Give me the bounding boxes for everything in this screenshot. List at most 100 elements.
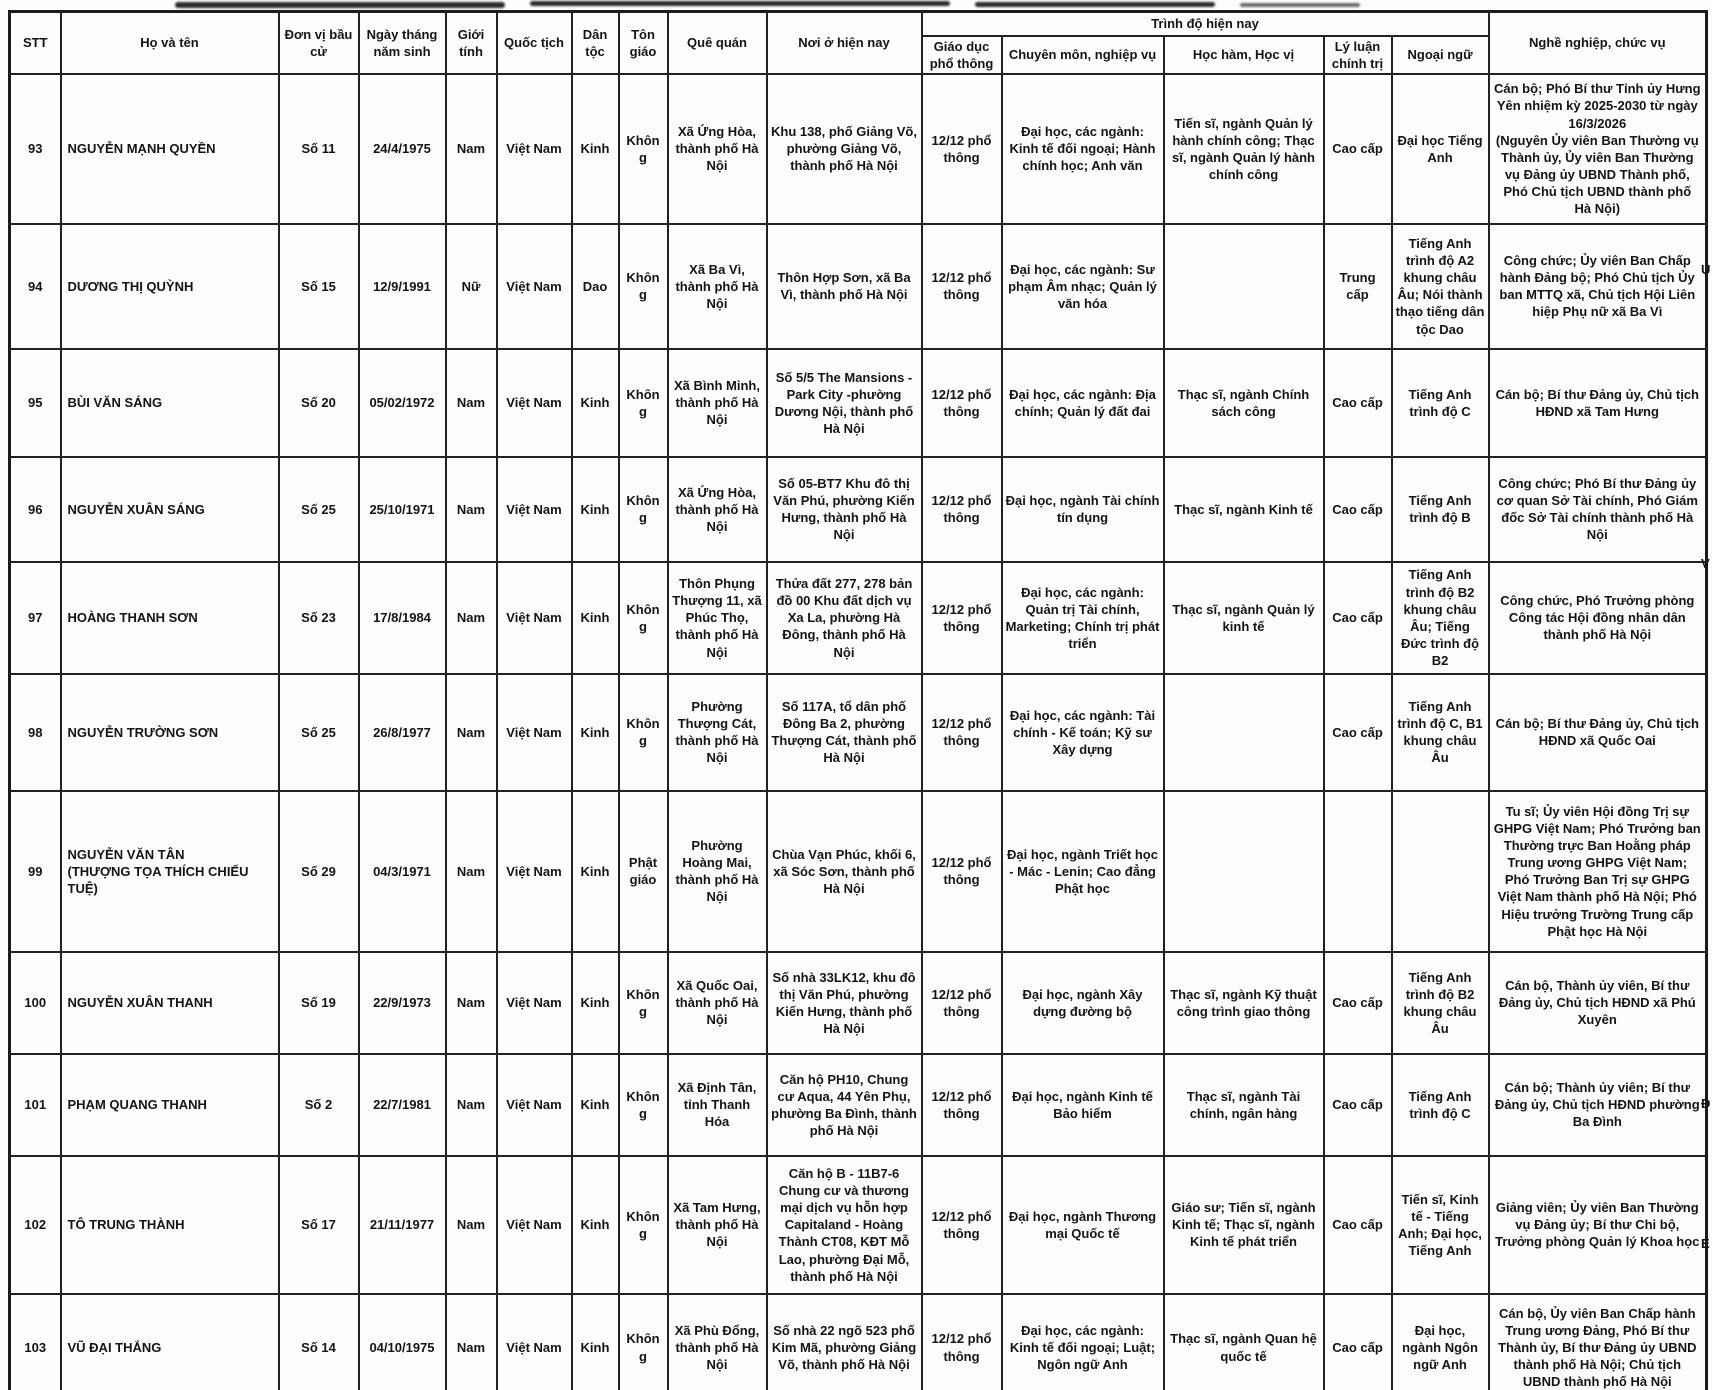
language-cell: Tiếng Anh trình độ B [1390,455,1490,563]
col-header-residence: Nơi ở hiện nay [765,10,923,75]
specialty-cell: Đại học, các ngành: Tài chính - Kế toán;… [1000,672,1165,792]
hometown-cell: Xã Quốc Oai, thành phố Hà Nội [666,950,768,1055]
unit-cell: Số 2 [277,1052,360,1157]
col-header-specialty: Chuyên môn, nghiệp vụ [1000,34,1165,75]
language-cell: Tiến sĩ, Kinh tế - Tiếng Anh; Đại học, T… [1390,1154,1490,1295]
specialty-cell: Đại học, các ngành: Địa chính; Quản lý đ… [1000,347,1165,458]
ethnicity-cell: Kinh [570,950,620,1055]
unit-cell: Số 11 [277,72,360,225]
table-row: 102 TÔ TRUNG THÀNH Số 17 21/11/1977 Nam Việt … [8,1154,1708,1295]
edge-text-fragment: V [1701,556,1710,571]
education-cell: 12/12 phổ thông [920,950,1003,1055]
unit-cell: Số 15 [277,222,360,350]
table-row: 98 NGUYỄN TRƯỜNG SƠN Số 25 26/8/1977 Nam Việt… [8,672,1708,792]
education-cell: 12/12 phổ thông [920,1052,1003,1157]
occupation-cell: Công chức; Phó Bí thư Đảng ủy cơ quan Sở… [1487,455,1708,563]
nationality-cell: Việt Nam [495,1154,573,1295]
occupation-cell: Cán bộ, Ủy viên Ban Chấp hành Trung ương… [1487,1292,1708,1390]
gender-cell: Nam [444,789,498,953]
scan-artifact [175,2,505,8]
education-cell: 12/12 phổ thông [920,222,1003,350]
religion-cell: Không [617,1292,669,1390]
residence-cell: Chùa Vạn Phúc, khối 6, xã Sóc Sơn, thành… [765,789,923,953]
col-header-unit: Đơn vị bầu cử [277,10,360,75]
col-header-ethnicity: Dân tộc [570,10,620,75]
gender-cell: Nam [444,560,498,675]
col-header-hometown: Quê quán [666,10,768,75]
hometown-cell: Xã Ứng Hòa, thành phố Hà Nội [666,455,768,563]
stt-cell: 99 [8,789,62,953]
col-header-stt: STT [8,10,62,75]
specialty-cell: Đại học, ngành Thương mại Quốc tế [1000,1154,1165,1295]
gender-cell: Nam [444,1154,498,1295]
unit-cell: Số 25 [277,455,360,563]
ethnicity-cell: Kinh [570,1292,620,1390]
gender-cell: Nam [444,347,498,458]
hometown-cell: Xã Ba Vì, thành phố Hà Nội [666,222,768,350]
politics-cell: Cao cấp [1322,672,1393,792]
unit-cell: Số 20 [277,347,360,458]
stt-cell: 94 [8,222,62,350]
religion-cell: Không [617,222,669,350]
ethnicity-cell: Kinh [570,789,620,953]
degree-cell [1162,222,1325,350]
education-cell: 12/12 phổ thông [920,72,1003,225]
table-header: STT Họ và tên Đơn vị bầu cử Ngày tháng n… [8,10,1708,75]
religion-cell: Không [617,1154,669,1295]
name-cell: BÙI VĂN SÁNG [59,347,280,458]
stt-cell: 97 [8,560,62,675]
name-cell: DƯƠNG THỊ QUỲNH [59,222,280,350]
specialty-cell: Đại học, các ngành: Kinh tế đối ngoại; L… [1000,1292,1165,1390]
ethnicity-cell: Kinh [570,560,620,675]
degree-cell: Giáo sư; Tiến sĩ, ngành Kinh tế; Thạc sĩ… [1162,1154,1325,1295]
language-cell: Đại học Tiếng Anh [1390,72,1490,225]
ethnicity-cell: Dao [570,222,620,350]
religion-cell: Không [617,560,669,675]
table-body: 93 NGUYỄN MẠNH QUYỀN Số 11 24/4/1975 Nam Việt… [8,72,1708,1390]
hometown-cell: Xã Định Tân, tỉnh Thanh Hóa [666,1052,768,1157]
name-cell: VŨ ĐẠI THẮNG [59,1292,280,1390]
name-cell: PHẠM QUANG THANH [59,1052,280,1157]
nationality-cell: Việt Nam [495,347,573,458]
col-header-religion: Tôn giáo [617,10,669,75]
col-header-dob: Ngày tháng năm sinh [357,10,447,75]
nationality-cell: Việt Nam [495,72,573,225]
residence-cell: Số 117A, tổ dân phố Đông Ba 2, phường Th… [765,672,923,792]
specialty-cell: Đại học, ngành Triết học - Mác - Lenin; … [1000,789,1165,953]
religion-cell: Không [617,455,669,563]
col-header-language: Ngoại ngữ [1390,34,1490,75]
name-cell: NGUYỄN MẠNH QUYỀN [59,72,280,225]
unit-cell: Số 23 [277,560,360,675]
dob-cell: 21/11/1977 [357,1154,447,1295]
specialty-cell: Đại học, các ngành: Sư phạm Âm nhạc; Quả… [1000,222,1165,350]
residence-cell: Thôn Hợp Sơn, xã Ba Vì, thành phố Hà Nội [765,222,923,350]
politics-cell: Cao cấp [1322,950,1393,1055]
stt-cell: 93 [8,72,62,225]
dob-cell: 25/10/1971 [357,455,447,563]
nationality-cell: Việt Nam [495,1292,573,1390]
edge-text-fragment: E [1701,1236,1710,1251]
politics-cell: Cao cấp [1322,347,1393,458]
occupation-cell: Cán bộ; Bí thư Đảng ủy, Chủ tịch HĐND xã… [1487,347,1708,458]
language-cell [1390,789,1490,953]
ethnicity-cell: Kinh [570,347,620,458]
hometown-cell: Xã Phù Đổng, thành phố Hà Nội [666,1292,768,1390]
name-cell: TÔ TRUNG THÀNH [59,1154,280,1295]
education-cell: 12/12 phổ thông [920,347,1003,458]
language-cell: Tiếng Anh trình độ C, B1 khung châu Âu [1390,672,1490,792]
gender-cell: Nữ [444,222,498,350]
col-header-politics: Lý luận chính trị [1322,34,1393,75]
dob-cell: 04/10/1975 [357,1292,447,1390]
gender-cell: Nam [444,950,498,1055]
hometown-cell: Xã Tam Hưng, thành phố Hà Nội [666,1154,768,1295]
residence-cell: Số nhà 33LK12, khu đô thị Văn Phú, phườn… [765,950,923,1055]
scan-artifact [1240,3,1360,7]
residence-cell: Căn hộ B - 11B7-6 Chung cư và thương mại… [765,1154,923,1295]
religion-cell: Không [617,1052,669,1157]
scan-artifact [975,2,1215,7]
dob-cell: 12/9/1991 [357,222,447,350]
occupation-cell: Công chức; Ủy viên Ban Chấp hành Đảng bộ… [1487,222,1708,350]
gender-cell: Nam [444,672,498,792]
gender-cell: Nam [444,455,498,563]
nationality-cell: Việt Nam [495,672,573,792]
